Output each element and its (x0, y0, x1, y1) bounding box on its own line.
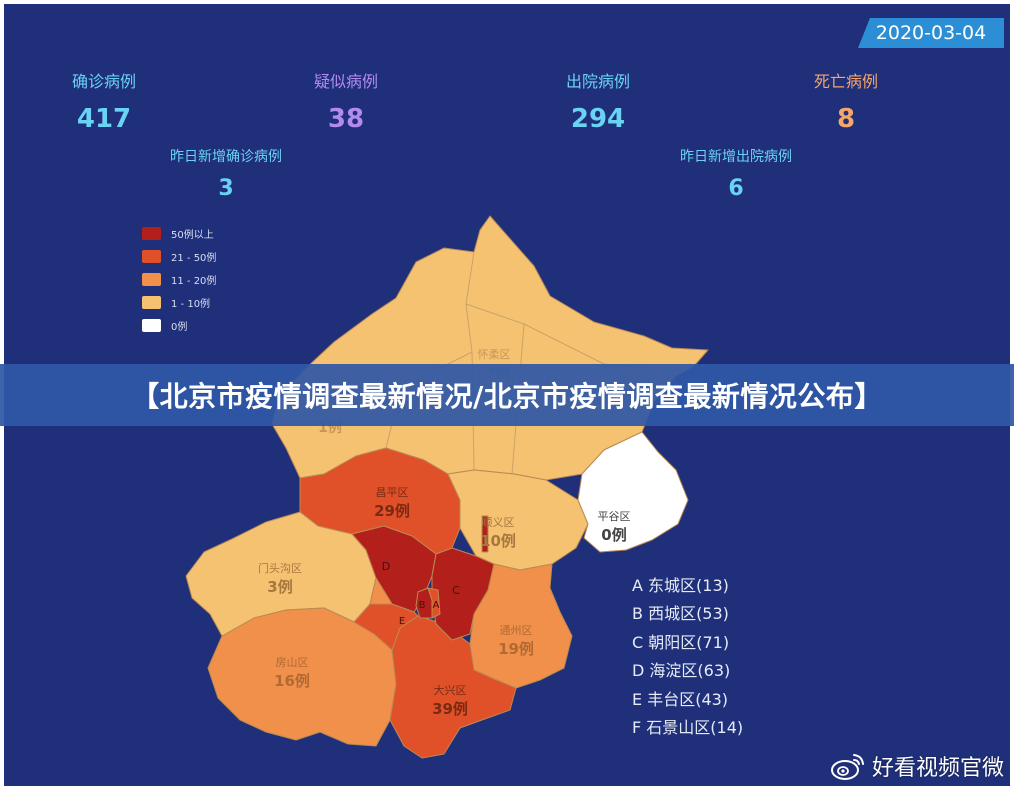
legend-label: 21 - 50例 (171, 253, 217, 264)
stat-deaths-value: 8 (836, 104, 856, 134)
stat-suspected: 疑似病例 38 (246, 68, 446, 134)
date-tag: 2020-03-04 (858, 18, 1004, 48)
district-list-item: F 石景山区(14) (632, 717, 744, 737)
stat-deaths: 死亡病例 8 (746, 68, 946, 134)
district-list: A 东城区(13) B 西城区(53) C 朝阳区(71) D 海淀区(63) … (632, 572, 743, 742)
district-list-item: B 西城区(53) (632, 604, 729, 624)
map-label-huairou-name: 怀柔区 (478, 348, 511, 361)
legend-item: 50例以上 (142, 222, 216, 245)
stat-discharged-value: 294 (570, 104, 626, 134)
map-label-pinggu-count: 0例 (601, 526, 626, 544)
legend-label: 11 - 20例 (171, 276, 217, 287)
map-label-daxing-name: 大兴区 (434, 683, 467, 697)
stat-confirmed-label: 确诊病例 (71, 72, 136, 91)
stat-new-confirmed-label: 昨日新增确诊病例 (170, 149, 282, 165)
title-banner: 【北京市疫情调查最新情况/北京市疫情调查最新情况公布】 (0, 364, 1014, 426)
district-tongzhou (469, 563, 573, 689)
map-label-tongzhou-count: 19例 (498, 640, 534, 658)
district-fangshan (207, 607, 397, 747)
stat-suspected-label: 疑似病例 (313, 72, 378, 91)
stat-new-discharged: 昨日新增出院病例 6 (636, 146, 836, 201)
map-label-changping-count: 29例 (374, 502, 410, 520)
stat-suspected-value: 38 (327, 104, 365, 134)
map-label-letter-a: A (433, 600, 440, 611)
map-label-fangshan-count: 16例 (274, 672, 310, 690)
legend-swatch (142, 227, 161, 240)
map-label-mentougou-name: 门头沟区 (258, 561, 302, 575)
district-shijingshan (369, 577, 393, 605)
weibo-icon (830, 754, 864, 780)
map-label-tongzhou-name: 通州区 (500, 624, 533, 637)
stat-discharged: 出院病例 294 (498, 68, 698, 134)
district-list-item: E 丰台区(43) (632, 689, 729, 709)
legend-swatch (142, 273, 161, 286)
district-pinggu (577, 431, 689, 553)
banner-title: 【北京市疫情调查最新情况/北京市疫情调查最新情况公布】 (131, 380, 883, 413)
stat-discharged-label: 出院病例 (565, 72, 630, 91)
map-label-fangshan-name: 房山区 (276, 656, 309, 669)
legend-item: 1 - 10例 (142, 291, 216, 314)
watermark: 好看视频官微 (830, 750, 1004, 782)
map-label-letter-d: D (382, 560, 390, 573)
district-list-item: A 东城区(13) (632, 576, 729, 595)
legend-label: 0例 (171, 322, 188, 333)
district-marker (481, 515, 489, 553)
map-legend: 50例以上 21 - 50例 11 - 20例 1 - 10例 0例 (142, 222, 216, 337)
stat-confirmed-value: 417 (76, 104, 132, 134)
legend-item: 11 - 20例 (142, 268, 216, 291)
district-border (385, 251, 645, 475)
district-list-item: C 朝阳区(71) (632, 632, 730, 652)
map-label-shunyi-count: 10例 (480, 532, 516, 550)
map-label-shunyi-name: 顺义区 (482, 516, 515, 529)
watermark-text: 好看视频官微 (871, 756, 1004, 781)
map-label-mentougou-count: 3例 (267, 578, 292, 596)
legend-item: 0例 (142, 314, 216, 337)
district-list-item: D 海淀区(63) (632, 661, 731, 681)
map-label-pinggu-name: 平谷区 (598, 510, 631, 523)
stat-confirmed: 确诊病例 417 (4, 68, 204, 134)
map-label-letter-c: C (452, 584, 460, 597)
map-label-letter-b: B (419, 600, 426, 611)
map-label-daxing-count: 39例 (432, 700, 468, 718)
stat-new-discharged-value: 6 (728, 176, 744, 201)
stat-new-discharged-label: 昨日新增出院病例 (680, 149, 792, 165)
map-label-changping-name: 昌平区 (376, 486, 409, 499)
stat-new-confirmed: 昨日新增确诊病例 3 (126, 146, 326, 201)
stat-deaths-label: 死亡病例 (813, 72, 878, 91)
legend-swatch (142, 296, 161, 309)
legend-swatch (142, 319, 161, 332)
map-label-letter-e: E (399, 616, 405, 627)
legend-label: 50例以上 (171, 230, 214, 241)
legend-item: 21 - 50例 (142, 245, 216, 268)
stat-new-confirmed-value: 3 (218, 176, 234, 201)
district-dongcheng (427, 587, 441, 619)
legend-label: 1 - 10例 (171, 299, 211, 310)
legend-swatch (142, 250, 161, 263)
